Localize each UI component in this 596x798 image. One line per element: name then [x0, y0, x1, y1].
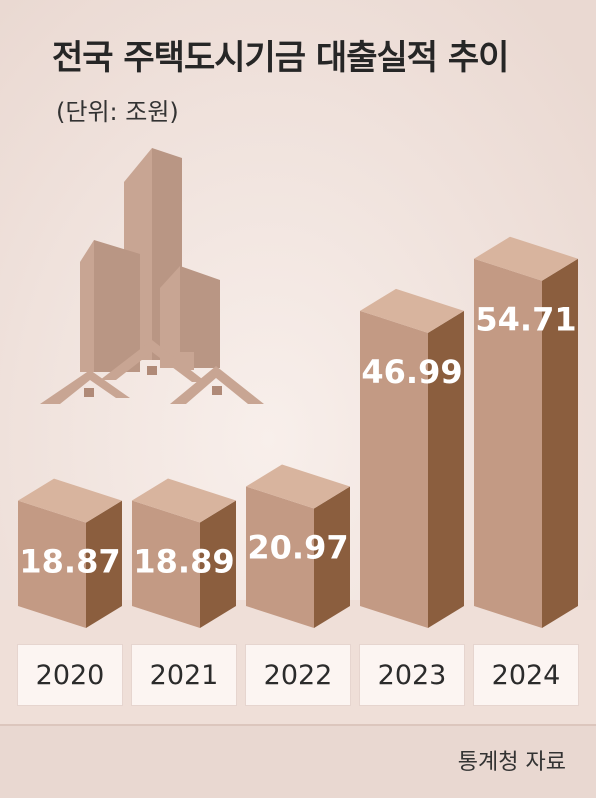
year-label-2022: 2022: [246, 645, 350, 705]
chart-title: 전국 주택도시기금 대출실적 추이: [52, 38, 509, 78]
bar-2023: 46.99: [360, 288, 464, 628]
bar-2024: 54.71: [474, 236, 578, 628]
bar-side-2024: [542, 258, 578, 628]
bar-side-2022: [314, 486, 350, 628]
value-label-2023: 46.99: [361, 353, 462, 391]
footer-band: [0, 725, 596, 798]
bar-side-2021: [200, 500, 236, 628]
bar-front-2022: [246, 486, 314, 628]
value-label-2024: 54.71: [475, 301, 576, 339]
bar-front-2021: [132, 500, 200, 628]
bar-top-2022: [246, 464, 350, 509]
value-label-2020: 18.87: [19, 543, 120, 581]
value-label-2021: 18.89: [133, 542, 234, 580]
buildings-and-houses-icon: [40, 148, 264, 404]
year-label-2020: 2020: [18, 645, 122, 705]
bar-top-2021: [132, 478, 236, 523]
bar-top-2020: [18, 478, 122, 523]
bar-top-2023: [360, 288, 464, 333]
bar-2021: 18.89: [132, 478, 236, 628]
bar-2020: 18.87: [18, 478, 122, 628]
bar-front-2020: [18, 500, 86, 628]
year-label-2023: 2023: [360, 645, 464, 705]
year-label-2024: 2024: [474, 645, 578, 705]
bar-top-2024: [474, 236, 578, 281]
bar-side-2020: [86, 500, 122, 628]
bar-side-2023: [428, 310, 464, 628]
chart-subtitle: (단위: 조원): [56, 98, 179, 126]
bar-front-2023: [360, 310, 428, 628]
value-label-2022: 20.97: [247, 528, 348, 566]
source-note: 통계청 자료: [457, 750, 566, 775]
bar-front-2024: [474, 258, 542, 628]
bar-2022: 20.97: [246, 464, 350, 628]
year-label-2021: 2021: [132, 645, 236, 705]
bar-group: 18.87 18.89 20.97 46.99 54.71: [18, 236, 578, 628]
